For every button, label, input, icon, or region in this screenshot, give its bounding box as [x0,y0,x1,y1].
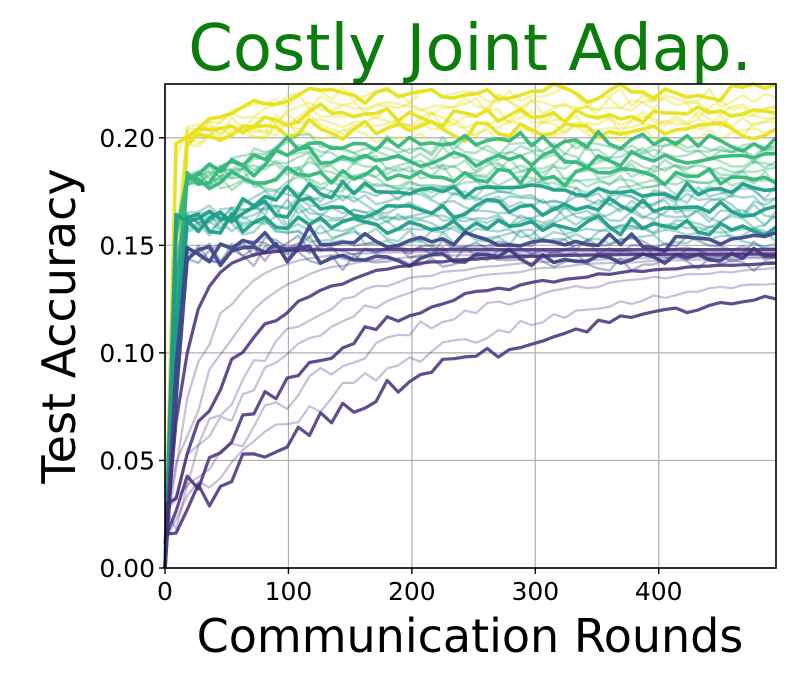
x-tick-label: 400 [635,577,683,606]
series-line-19 [163,165,777,569]
series-line-6 [163,109,777,569]
series-line-45 [164,256,777,510]
series-line-27 [163,198,777,569]
series-line-35 [163,234,777,569]
series-line-12 [163,140,777,569]
series-line-43 [164,252,777,507]
x-axis-label: Communication Rounds [197,609,744,663]
x-tick-label: 200 [388,577,436,606]
series-line-29 [163,205,777,569]
series-line-11 [163,132,777,569]
y-axis-label: Test Accuracy [32,168,86,484]
series-line-16 [163,159,777,569]
series-line-17 [163,155,777,569]
series-line-18 [163,165,777,569]
series-line-22 [163,179,777,569]
y-axis-ticks: 0.00 0.05 0.10 0.15 0.20 [99,124,165,583]
y-tick-label: 0.05 [99,446,155,475]
series-line-41 [163,250,776,538]
series-line-48 [164,282,777,542]
series-line-2 [163,92,777,569]
x-tick-label: 0 [157,577,173,606]
series-line-36 [163,236,777,569]
series-line-8 [163,118,777,569]
series-line-40 [163,248,776,545]
series-line-24 [163,190,777,569]
series-layer [163,82,778,569]
series-line-46 [163,261,777,540]
series-line-1 [163,85,777,569]
series-line-28 [163,201,777,569]
series-line-20 [163,167,777,569]
y-tick-label: 0.15 [99,231,155,260]
series-line-49 [164,294,777,536]
x-tick-label: 100 [265,577,313,606]
series-line-42 [163,252,776,526]
series-line-0 [163,82,777,569]
series-line-31 [163,213,777,569]
series-line-26 [163,195,777,569]
y-tick-label: 0.10 [99,339,155,368]
series-line-44 [164,255,777,514]
series-line-10 [163,129,778,569]
series-line-21 [163,170,777,569]
series-line-47 [164,266,777,531]
y-tick-label: 0.00 [99,554,155,583]
series-line-37 [163,235,777,569]
series-line-30 [163,211,778,569]
series-line-14 [163,145,776,569]
series-line-15 [163,151,777,569]
chart-title: Costly Joint Adap. [188,12,752,86]
series-line-4 [163,102,777,569]
series-line-23 [163,185,777,569]
series-line-5 [163,105,777,569]
series-line-34 [163,224,777,569]
series-line-9 [163,124,777,569]
x-axis-ticks: 0 100 200 300 400 [157,568,683,606]
y-tick-label: 0.20 [99,124,155,153]
plot-frame [164,83,777,569]
x-tick-label: 300 [511,577,559,606]
